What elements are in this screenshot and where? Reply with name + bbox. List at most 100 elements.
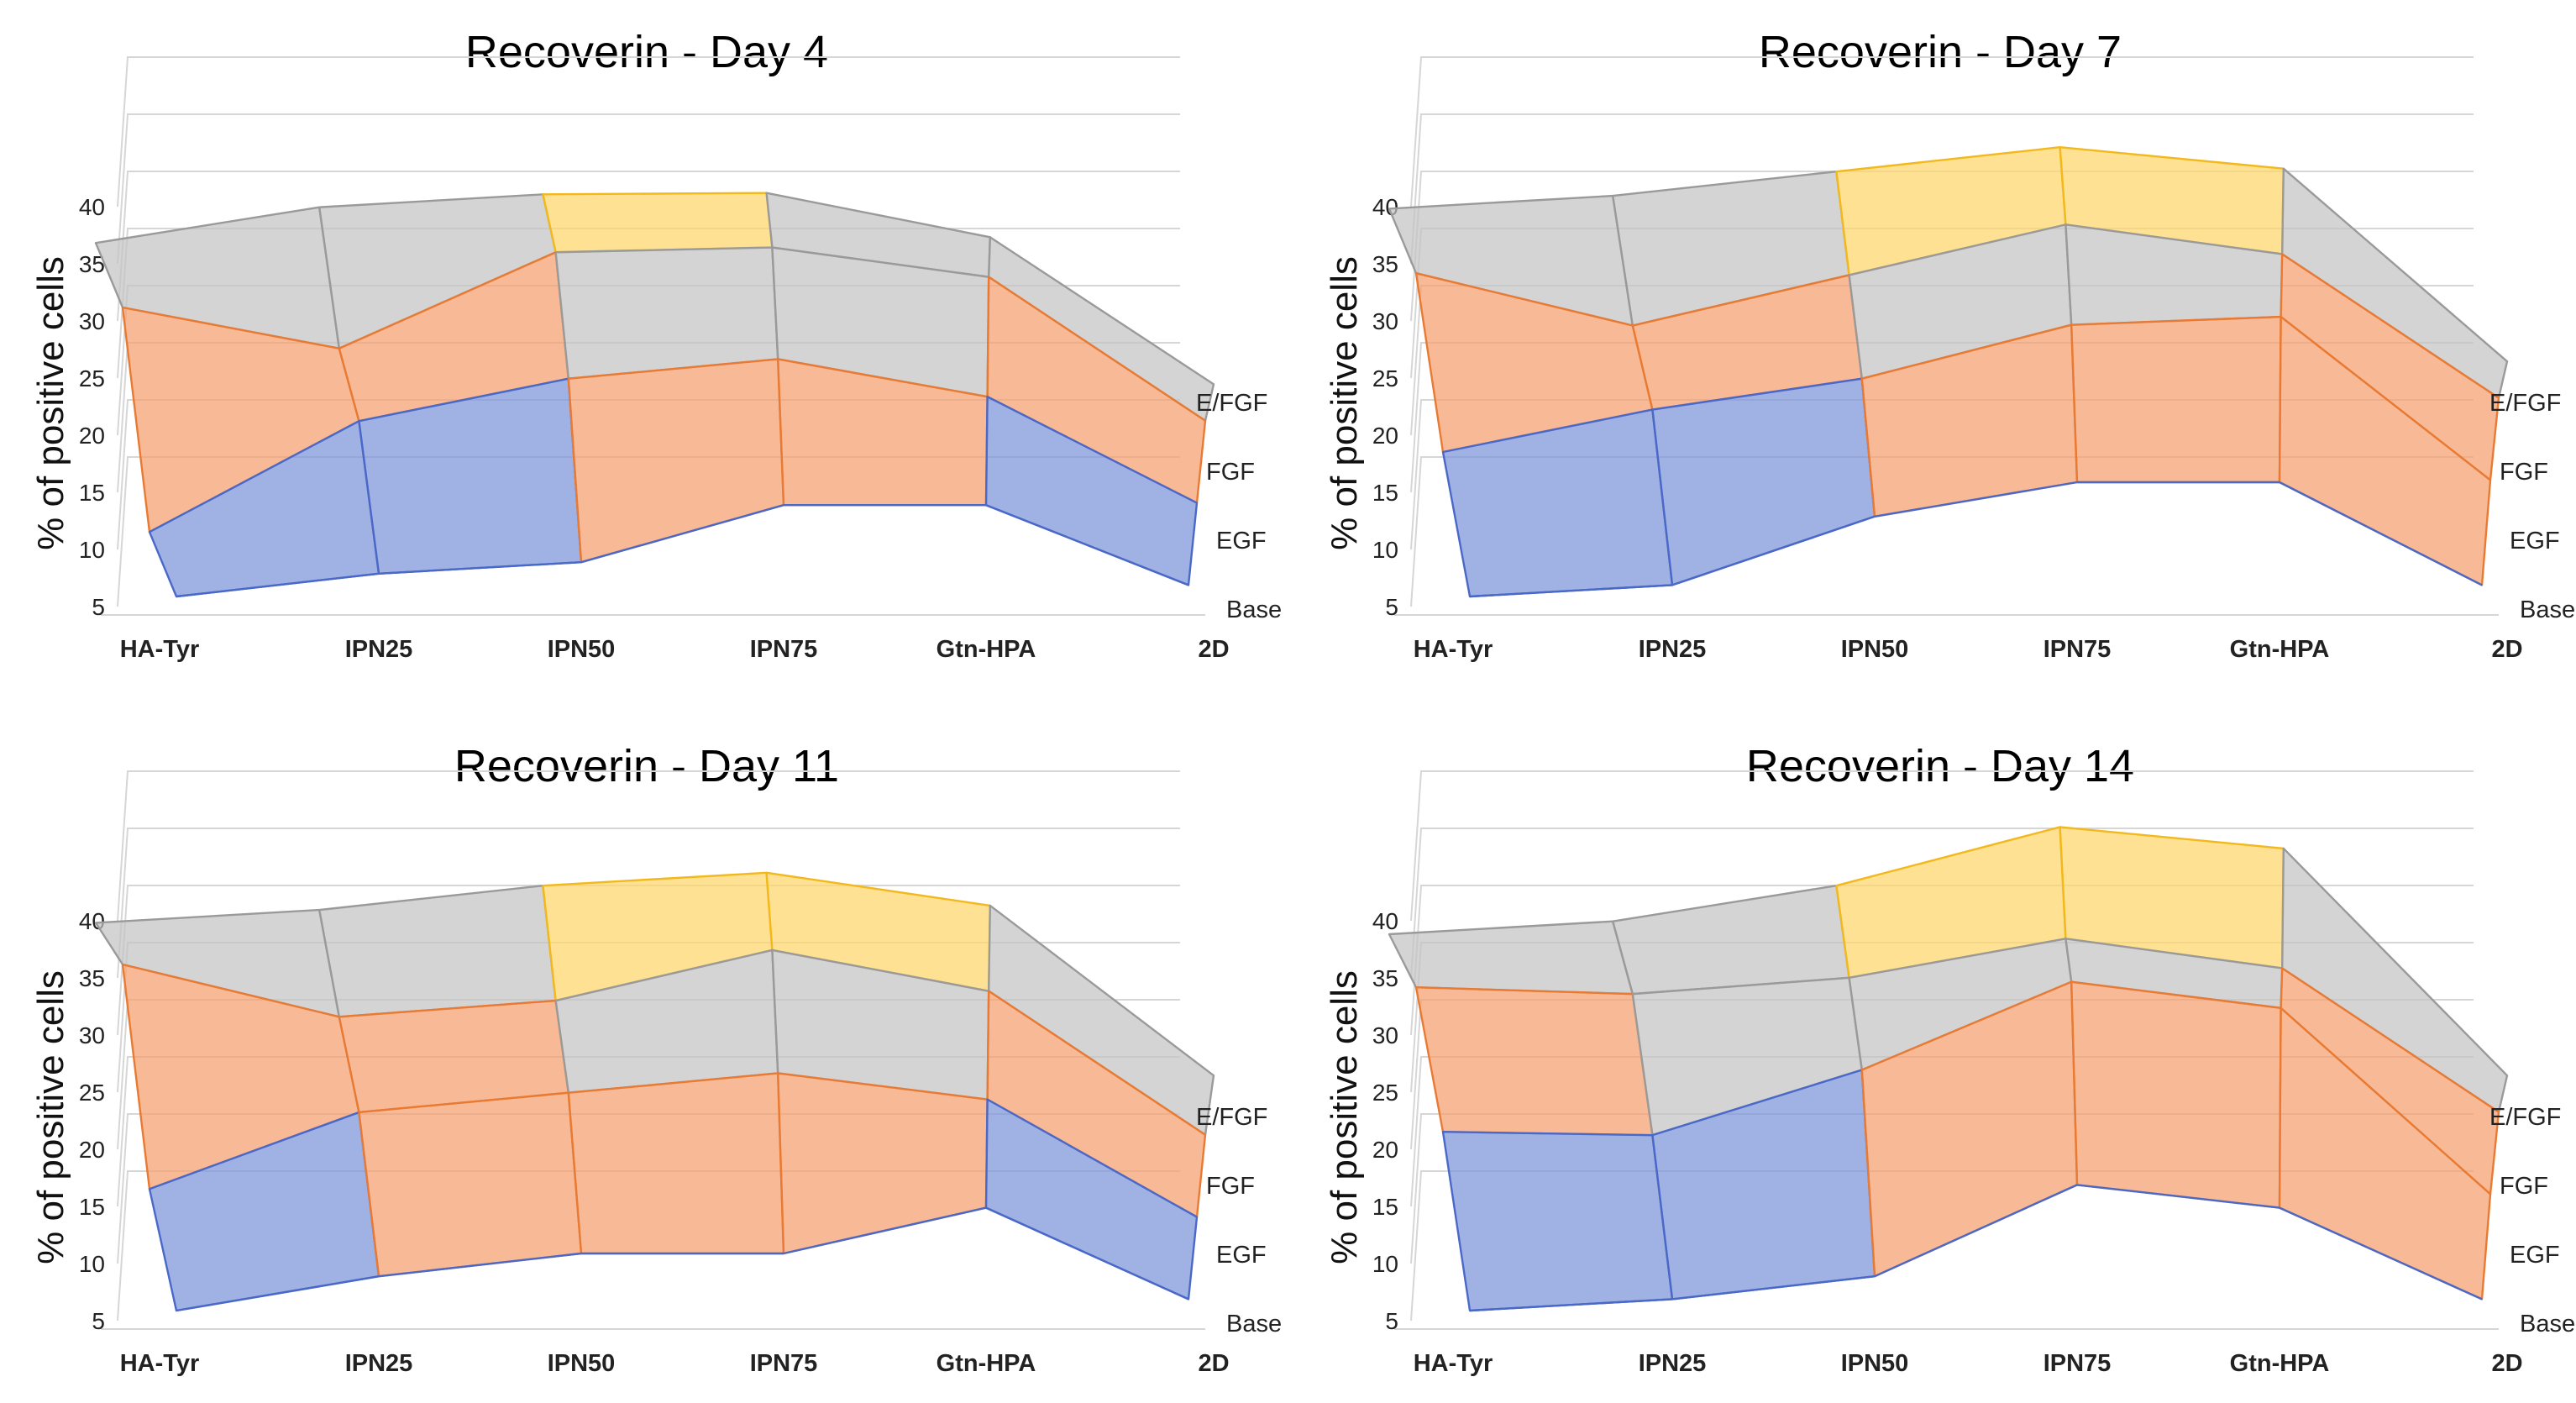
y-tick-label: 15 (79, 480, 105, 506)
y-tick-label: 30 (1372, 1022, 1398, 1048)
y-tick-label: 10 (79, 1251, 105, 1277)
chart-svg: Recoverin - Day 14 5 10 15 20 25 30 35 40 % of po… (1324, 741, 2575, 1377)
gridline (1410, 770, 2474, 922)
surface-patch (554, 246, 779, 380)
y-tick-label: 25 (79, 365, 105, 391)
gridline (117, 770, 1180, 922)
base-edge (2076, 1184, 2280, 1209)
y-tick-label: 30 (1372, 308, 1398, 334)
y-tick-label: 5 (1385, 1308, 1398, 1334)
category-label: IPN25 (1639, 1350, 1707, 1377)
y-tick-label: 5 (92, 594, 105, 620)
y-tick-label: 20 (79, 1137, 105, 1163)
y-axis-title: % of positive cells (1324, 256, 1365, 550)
base-edge (2279, 481, 2483, 586)
y-axis-title: % of positive cells (1324, 970, 1365, 1264)
series-label: FGF (1206, 1173, 1255, 1200)
chart-day11: Recoverin - Day 11 5 10 15 20 25 30 35 40% of po… (17, 723, 1282, 1395)
y-tick-label: 25 (1372, 365, 1398, 391)
category-label: IPN75 (750, 636, 818, 663)
category-label: IPN50 (548, 636, 616, 663)
category-label: IPN50 (1841, 1350, 1909, 1377)
category-label: Gtn-HPA (2230, 636, 2330, 663)
category-label: IPN25 (1639, 636, 1707, 663)
category-label: Gtn-HPA (936, 636, 1036, 663)
surface-patch (777, 1072, 989, 1255)
y-tick-label: 20 (79, 423, 105, 449)
series-label: EGF (2510, 528, 2560, 554)
gridline (1410, 56, 2474, 208)
chart-title: Recoverin - Day 4 (465, 27, 828, 77)
base-edge (176, 1275, 380, 1312)
base-edge (2279, 1206, 2483, 1301)
y-tick-label: 5 (92, 1308, 105, 1334)
y-tick-label: 25 (1372, 1080, 1398, 1106)
y-tick-label: 10 (1372, 1251, 1398, 1277)
y-tick-label: 40 (79, 194, 105, 220)
y-tick-label: 20 (1372, 1137, 1398, 1163)
base-edge (1671, 1275, 1876, 1301)
series-label: E/FGF (1196, 390, 1267, 417)
series-label: Base (1226, 596, 1282, 623)
category-label: 2D (1198, 1350, 1229, 1377)
surface-patch (1414, 986, 1654, 1137)
surface-patch (1612, 884, 1850, 996)
y-axis-title: % of positive cells (30, 256, 71, 550)
surface (1388, 826, 2509, 1312)
category-label: HA-Tyr (1414, 1350, 1493, 1377)
surface-patch (2070, 980, 2282, 1209)
category-label: Gtn-HPA (2230, 1350, 2330, 1377)
base-edge (378, 1252, 582, 1278)
y-tick-label: 35 (1372, 965, 1398, 991)
series-label: FGF (2500, 459, 2548, 486)
surface-patch (567, 1072, 785, 1255)
y-tick-label: 35 (1372, 251, 1398, 277)
series-label: FGF (1206, 459, 1255, 486)
base-edge (580, 504, 784, 564)
base-edge (1671, 515, 1876, 586)
chart-day14: Recoverin - Day 14 5 10 15 20 25 30 35 40 % of po… (1310, 723, 2575, 1395)
base-edge (985, 504, 1189, 586)
category-label: IPN75 (2043, 1350, 2112, 1377)
category-label: IPN25 (345, 636, 413, 663)
surface-patch (318, 884, 557, 1018)
series-label: Base (2520, 596, 2575, 623)
chart-title: Recoverin - Day 11 (454, 741, 839, 791)
series-label: Base (2520, 1311, 2575, 1337)
category-label: 2D (2491, 636, 2522, 663)
y-tick-label: 25 (79, 1080, 105, 1106)
y-tick-label: 10 (1372, 537, 1398, 563)
chart-day4: Recoverin - Day 4 5 10 15 20 25 30 35 40% of pos… (17, 8, 1282, 680)
category-label: HA-Tyr (120, 1350, 200, 1377)
y-tick-label: 20 (1372, 423, 1398, 449)
base-edge (378, 561, 582, 575)
series-label: EGF (2510, 1242, 2560, 1269)
surface (94, 192, 1215, 598)
category-label: IPN75 (750, 1350, 818, 1377)
category-label: IPN50 (1841, 636, 1909, 663)
series-label: E/FGF (2489, 1104, 2561, 1131)
category-label: IPN50 (548, 1350, 616, 1377)
base-edge (1469, 584, 1673, 598)
category-label: 2D (2491, 1350, 2522, 1377)
y-tick-label: 30 (79, 1022, 105, 1048)
surface-patch (542, 192, 774, 254)
y-tick-label: 35 (79, 965, 105, 991)
category-label: IPN75 (2043, 636, 2112, 663)
surface-patch (1388, 920, 1634, 996)
base-edge (176, 572, 380, 598)
series-label: E/FGF (1196, 1104, 1267, 1131)
series-label: E/FGF (2489, 390, 2561, 417)
gridline (1410, 828, 2474, 979)
y-tick-label: 15 (1372, 1194, 1398, 1220)
gridline (117, 113, 1180, 265)
base-edge (783, 1206, 987, 1255)
series-label: FGF (2500, 1173, 2548, 1200)
series-label: Base (1226, 1311, 1282, 1337)
y-axis-title: % of positive cells (30, 970, 71, 1264)
chart-title: Recoverin - Day 7 (1759, 27, 2122, 77)
y-tick-label: 30 (79, 308, 105, 334)
gridline (117, 56, 1180, 208)
surface-patch (1441, 1131, 1674, 1312)
